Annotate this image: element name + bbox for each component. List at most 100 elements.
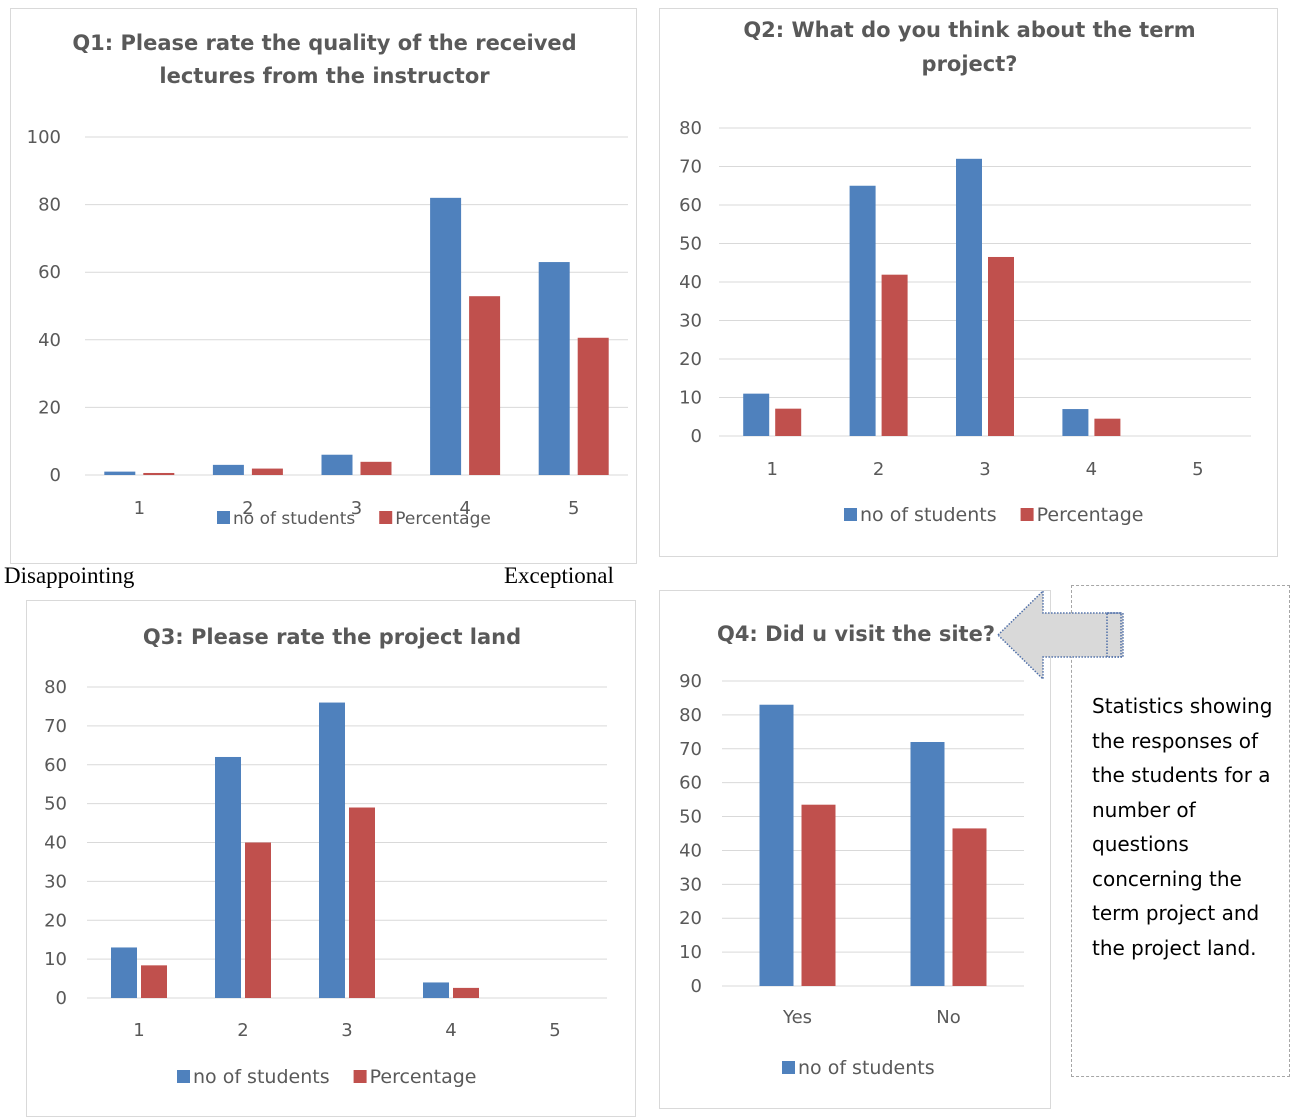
x-tick-label: 4 xyxy=(445,1020,456,1041)
x-tick-label: 2 xyxy=(237,1020,248,1041)
y-tick-label: 100 xyxy=(27,127,61,148)
bar-students xyxy=(321,454,353,475)
chart-q2-svg: Q2: What do you think about the term proj… xyxy=(679,18,1251,526)
x-tick-label: 5 xyxy=(568,498,579,519)
y-tick-label: 10 xyxy=(44,949,67,970)
legend-swatch xyxy=(353,1070,367,1083)
y-tick-label: 0 xyxy=(691,426,702,447)
legend-label: no of students xyxy=(233,509,355,529)
bar-percentage xyxy=(245,842,271,998)
bar-students xyxy=(759,704,794,986)
y-tick-label: 20 xyxy=(679,908,702,929)
x-tick-label: 5 xyxy=(1192,459,1203,480)
bar-students xyxy=(538,262,570,475)
y-tick-label: 50 xyxy=(679,234,702,255)
chart-q3-svg: Q3: Please rate the project land 0 10 20 30 4… xyxy=(44,625,607,1088)
legend-label: no of students xyxy=(193,1066,330,1088)
x-tick-label: 3 xyxy=(341,1020,352,1041)
legend-swatch xyxy=(379,511,393,524)
legend-swatch xyxy=(1020,508,1034,521)
bar-students xyxy=(1062,409,1089,436)
bar-percentage xyxy=(775,408,802,436)
bar-percentage xyxy=(251,468,283,475)
y-tick-label: 20 xyxy=(44,910,67,931)
y-tick-label: 10 xyxy=(679,388,702,409)
x-tick-label: 1 xyxy=(134,498,145,519)
y-tick-label: 0 xyxy=(56,988,67,1009)
legend-label: Percentage xyxy=(1037,504,1144,526)
bar-percentage xyxy=(801,804,836,986)
y-tick-label: 0 xyxy=(691,976,702,997)
legend-label: Percentage xyxy=(395,509,491,529)
bar-percentage xyxy=(469,296,501,475)
bar-percentage xyxy=(349,807,375,998)
bar-students xyxy=(743,393,770,436)
y-tick-label: 70 xyxy=(679,739,702,760)
legend-swatch xyxy=(844,508,857,521)
legend-label: Percentage xyxy=(370,1066,477,1088)
bar-students xyxy=(212,464,244,475)
y-tick-label: 40 xyxy=(38,330,61,351)
note-text: Statistics showing the responses of the … xyxy=(1092,694,1273,960)
legend-swatch xyxy=(217,511,230,524)
chart-q3: Q3: Please rate the project land 0 10 20 30 4… xyxy=(26,600,636,1117)
x-tick-label: 3 xyxy=(979,459,990,480)
y-tick-label: 40 xyxy=(679,272,702,293)
y-tick-label: 30 xyxy=(679,311,702,332)
chart-q4: Q4: Did u visit the site? 0 10 20 30 40 50 60 70… xyxy=(659,590,1051,1109)
x-tick-label: 1 xyxy=(133,1020,144,1041)
bar-percentage xyxy=(1094,418,1121,436)
chart-q1: Q1: Please rate the quality of the recei… xyxy=(10,8,637,564)
chart-title: project? xyxy=(922,52,1018,76)
y-tick-label: 90 xyxy=(679,671,702,692)
left-arrow-icon xyxy=(996,589,1124,681)
bar-percentage xyxy=(988,256,1014,436)
scale-label-right: Exceptional xyxy=(504,563,614,588)
chart-title: Q1: Please rate the quality of the recei… xyxy=(72,31,576,55)
bar-students xyxy=(215,756,241,998)
chart-q2: Q2: What do you think about the term proj… xyxy=(659,8,1278,557)
bar-students xyxy=(423,982,449,998)
y-tick-label: 60 xyxy=(44,755,67,776)
y-tick-label: 70 xyxy=(679,157,702,178)
y-tick-label: 40 xyxy=(44,833,67,854)
bar-students xyxy=(319,702,345,998)
legend-label: no of students xyxy=(798,1057,935,1079)
legend-swatch xyxy=(177,1070,190,1083)
chart-q4-svg: Q4: Did u visit the site? 0 10 20 30 40 50 60 70… xyxy=(679,622,1024,1079)
x-tick-label: 1 xyxy=(766,459,777,480)
bar-students xyxy=(111,947,137,998)
x-tick-label: 3 xyxy=(351,498,362,519)
y-tick-label: 40 xyxy=(679,840,702,861)
bar-students xyxy=(430,197,462,475)
y-tick-label: 60 xyxy=(679,195,702,216)
bar-percentage xyxy=(141,965,167,998)
bar-percentage xyxy=(577,337,609,475)
bar-percentage xyxy=(453,987,479,998)
y-tick-label: 10 xyxy=(679,942,702,963)
bar-students xyxy=(956,158,982,437)
x-tick-label: No xyxy=(936,1007,960,1028)
bar-students xyxy=(104,471,136,475)
x-tick-label: 2 xyxy=(242,498,253,519)
bar-students xyxy=(849,185,876,436)
y-tick-label: 50 xyxy=(679,807,702,828)
y-tick-label: 80 xyxy=(38,195,61,216)
y-tick-label: 20 xyxy=(679,349,702,370)
scale-label-left: Disappointing xyxy=(4,563,135,588)
chart-title: lectures from the instructor xyxy=(159,64,490,88)
legend-swatch xyxy=(782,1061,795,1074)
chart-q1-svg: Q1: Please rate the quality of the recei… xyxy=(27,31,628,529)
x-tick-label: 4 xyxy=(459,498,470,519)
y-tick-label: 60 xyxy=(679,773,702,794)
bar-percentage xyxy=(952,828,987,986)
y-tick-label: 30 xyxy=(44,871,67,892)
y-tick-label: 80 xyxy=(44,677,67,698)
y-tick-label: 50 xyxy=(44,794,67,815)
bar-students xyxy=(910,742,945,986)
chart-title: Q2: What do you think about the term xyxy=(743,18,1195,42)
y-tick-label: 30 xyxy=(679,874,702,895)
x-tick-label: 4 xyxy=(1086,459,1097,480)
y-tick-label: 0 xyxy=(50,465,61,486)
y-tick-label: 20 xyxy=(38,397,61,418)
